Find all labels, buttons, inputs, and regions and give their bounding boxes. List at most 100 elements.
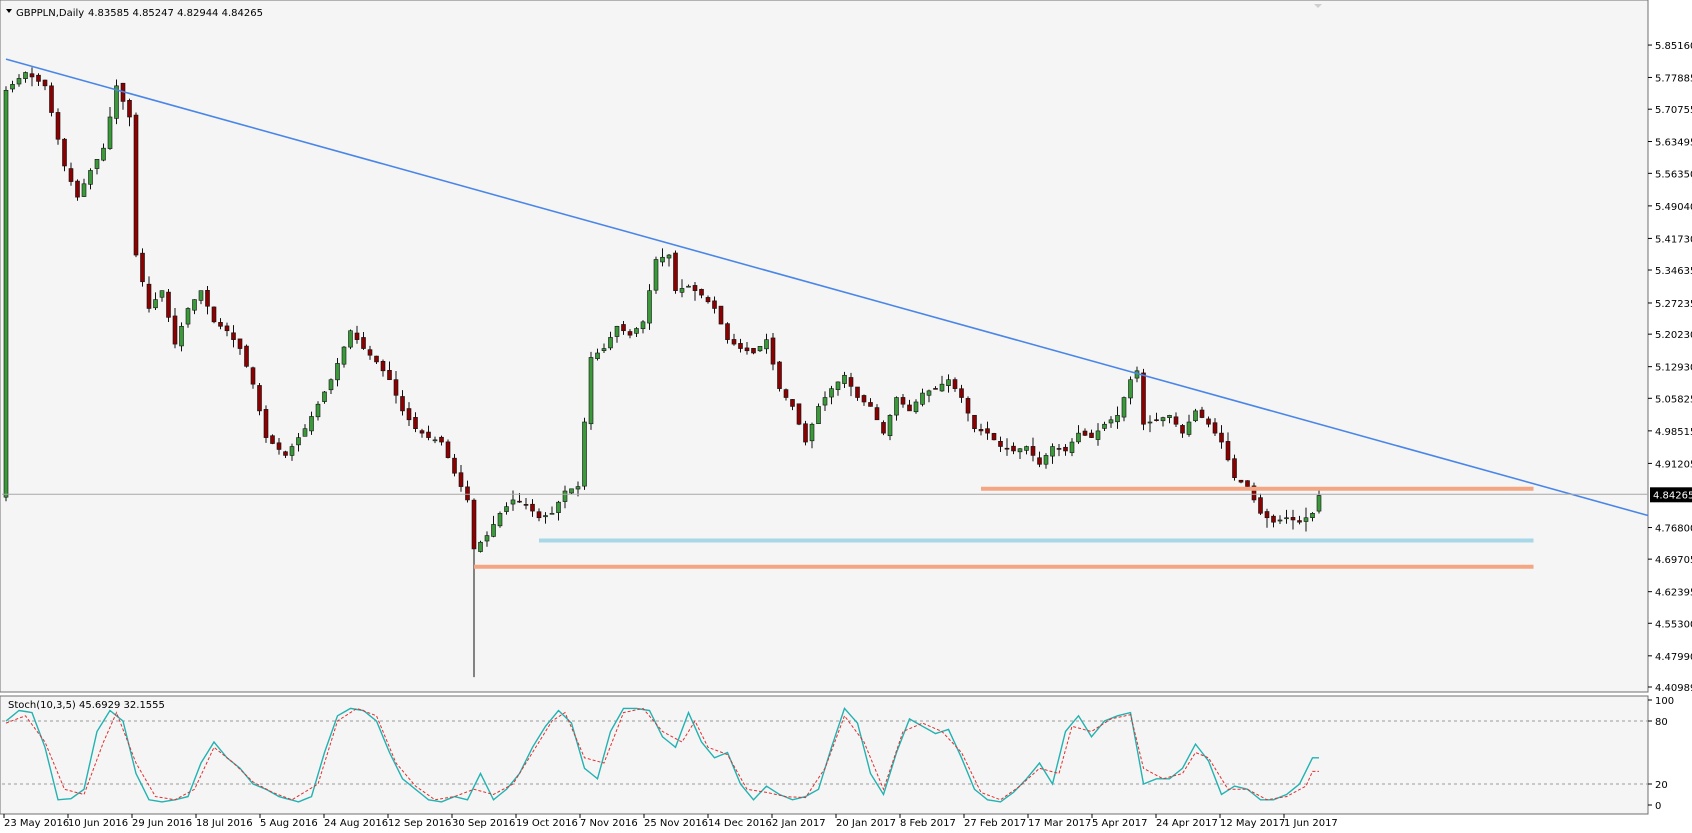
candle-body — [387, 370, 392, 381]
candle-body — [640, 321, 646, 330]
candle-body — [42, 79, 48, 87]
candle-body — [29, 73, 35, 78]
candle-body — [933, 388, 938, 390]
candle-body — [140, 252, 145, 283]
candle-body — [10, 84, 15, 90]
candle-body — [88, 170, 93, 185]
candle-body — [738, 343, 743, 349]
price-tick-label: 5.56350 — [1655, 169, 1692, 180]
candle-body — [146, 283, 152, 309]
candle-body — [809, 423, 815, 442]
candle-body — [1089, 432, 1094, 438]
candle-body — [231, 332, 236, 340]
candle-body — [452, 457, 457, 474]
candle-body — [205, 290, 210, 307]
candle-body — [894, 397, 899, 416]
candle-body — [647, 290, 652, 324]
price-tick-label: 4.40989 — [1655, 683, 1692, 694]
candle-body — [400, 396, 405, 412]
candle-body — [660, 256, 665, 263]
candle-body — [426, 431, 431, 438]
candle-body — [1043, 455, 1049, 465]
candle-body — [341, 346, 347, 365]
candle-body — [296, 437, 301, 446]
candle-body — [556, 501, 561, 513]
candle-body — [1173, 416, 1179, 425]
candle-body — [179, 325, 184, 347]
candle-body — [985, 428, 990, 434]
time-tick-label: 23 May 2016 — [4, 818, 69, 829]
candle-body — [972, 414, 977, 429]
horizontal-levels — [474, 486, 1534, 569]
candle-body — [101, 147, 106, 161]
candle-body — [712, 300, 717, 309]
main-pane[interactable] — [0, 0, 1649, 693]
time-tick-label: 27 Feb 2017 — [964, 818, 1026, 829]
candle-body — [465, 486, 470, 501]
candle-body — [218, 322, 223, 327]
candle-body — [1056, 448, 1062, 450]
candle-body — [1277, 519, 1283, 522]
candle-body — [1251, 485, 1257, 501]
candle-body — [816, 406, 821, 424]
candle-body — [705, 297, 711, 303]
candle-body — [439, 436, 444, 443]
candle-body — [1284, 517, 1289, 520]
candle-body — [263, 409, 269, 438]
header: GBPPLN,Daily 4.83585 4.85247 4.82944 4.8… — [6, 8, 263, 19]
candle-body — [276, 442, 282, 450]
time-tick-label: 14 Dec 2016 — [708, 818, 772, 829]
candle-body — [900, 397, 906, 405]
candle-body — [998, 441, 1003, 447]
price-tick-label: 4.76800 — [1655, 524, 1692, 535]
candle-body — [504, 506, 509, 512]
stoch-tick-label: 80 — [1655, 717, 1668, 728]
candle-body — [1128, 379, 1133, 399]
candle-body — [3, 89, 9, 498]
candle-body — [133, 114, 139, 256]
candle-body — [803, 423, 808, 443]
price-tick-label: 5.05825 — [1655, 394, 1692, 405]
scroll-marker-icon[interactable] — [1314, 4, 1322, 8]
candle-body — [627, 331, 633, 336]
candle-body — [1069, 441, 1075, 453]
candle-body — [244, 345, 249, 367]
time-tick-label: 12 May 2017 — [1220, 818, 1285, 829]
candle-body — [517, 500, 522, 503]
candle-body — [1115, 415, 1120, 423]
candle-body — [530, 503, 535, 512]
candle-body — [965, 398, 971, 414]
candle-body — [1082, 430, 1088, 436]
candle-body — [1264, 511, 1270, 519]
stoch-scale: 100 80 20 0 — [1648, 696, 1674, 812]
candle-body — [926, 390, 932, 396]
time-tick-label: 24 Aug 2016 — [324, 818, 388, 829]
candle-body — [634, 328, 639, 334]
trendline[interactable] — [5, 58, 1649, 517]
candle-body — [114, 85, 119, 119]
candle-body — [237, 338, 243, 349]
candle-body — [822, 397, 828, 406]
candle-body — [478, 541, 483, 552]
dropdown-triangle-icon[interactable] — [6, 9, 12, 13]
time-tick-label: 5 Aug 2016 — [260, 818, 318, 829]
candle-body — [23, 72, 28, 79]
candle-body — [536, 511, 542, 519]
candle-body — [55, 112, 61, 140]
candle-body — [1310, 512, 1315, 518]
stoch-pane[interactable] — [0, 695, 1649, 815]
time-tick-label: 20 Jan 2017 — [836, 818, 896, 829]
candle-body — [302, 428, 308, 437]
candle-body — [367, 349, 373, 356]
candle-body — [81, 183, 87, 197]
price-tick-label: 4.69705 — [1655, 555, 1692, 566]
candle-body — [686, 285, 691, 288]
candle-body — [1167, 415, 1172, 419]
candle-body — [783, 389, 789, 398]
candle-body — [393, 379, 399, 396]
candle-body — [582, 421, 587, 487]
